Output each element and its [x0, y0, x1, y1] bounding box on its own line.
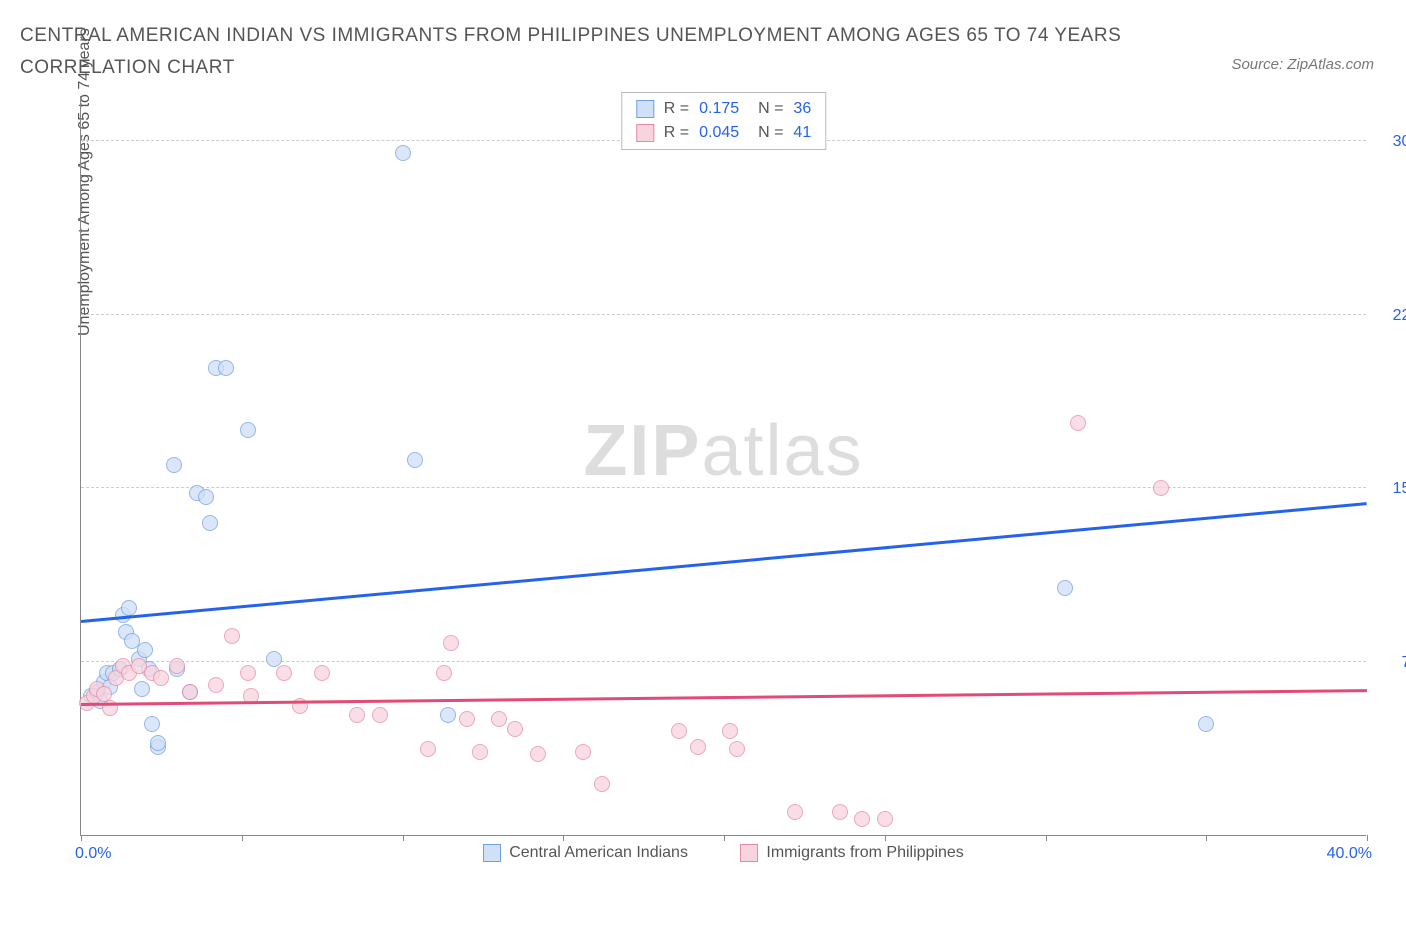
scatter-point: [472, 744, 488, 760]
scatter-point: [144, 716, 160, 732]
x-tick-mark: [885, 835, 886, 841]
stats-n-value-2: 41: [793, 121, 811, 145]
scatter-point: [202, 515, 218, 531]
x-tick-mark: [1367, 835, 1368, 841]
y-tick-label: 7.5%: [1374, 654, 1406, 672]
scatter-point: [690, 739, 706, 755]
scatter-point: [729, 741, 745, 757]
swatch-series-2: [636, 124, 654, 142]
scatter-point: [134, 681, 150, 697]
scatter-point: [395, 145, 411, 161]
x-tick-mark: [1206, 835, 1207, 841]
stats-r-value-1: 0.175: [699, 97, 739, 121]
scatter-point: [137, 642, 153, 658]
scatter-point: [1153, 480, 1169, 496]
scatter-point: [491, 711, 507, 727]
scatter-point: [407, 452, 423, 468]
scatter-point: [575, 744, 591, 760]
plot-region: ZIPatlas R = 0.175 N = 36 R = 0.045 N = …: [80, 96, 1366, 836]
scatter-point: [1198, 716, 1214, 732]
scatter-point: [198, 489, 214, 505]
trend-line: [81, 502, 1367, 622]
scatter-point: [443, 635, 459, 651]
legend-swatch-1: [483, 844, 501, 862]
stats-row-2: R = 0.045 N = 41: [636, 121, 811, 145]
trend-line: [81, 689, 1367, 705]
x-tick-mark: [724, 835, 725, 841]
watermark-bold: ZIP: [583, 411, 701, 491]
scatter-point: [150, 735, 166, 751]
scatter-point: [1057, 580, 1073, 596]
scatter-point: [854, 811, 870, 827]
stats-n-label: N =: [749, 97, 783, 121]
scatter-point: [440, 707, 456, 723]
scatter-point: [436, 665, 452, 681]
gridline: [81, 314, 1366, 315]
scatter-point: [372, 707, 388, 723]
scatter-point: [787, 804, 803, 820]
scatter-point: [208, 677, 224, 693]
stats-n-label: N =: [749, 121, 783, 145]
chart-title: CENTRAL AMERICAN INDIAN VS IMMIGRANTS FR…: [20, 20, 1140, 85]
y-tick-label: 30.0%: [1374, 133, 1406, 151]
scatter-point: [507, 721, 523, 737]
stats-r-label: R =: [664, 97, 689, 121]
legend-swatch-2: [740, 844, 758, 862]
scatter-point: [182, 684, 198, 700]
stats-box: R = 0.175 N = 36 R = 0.045 N = 41: [621, 92, 826, 150]
gridline: [81, 487, 1366, 488]
y-tick-label: 15.0%: [1374, 480, 1406, 498]
y-tick-label: 22.5%: [1374, 307, 1406, 325]
stats-r-value-2: 0.045: [699, 121, 739, 145]
source-attribution: Source: ZipAtlas.com: [1231, 56, 1374, 73]
x-tick-mark: [242, 835, 243, 841]
watermark: ZIPatlas: [583, 410, 863, 492]
scatter-point: [314, 665, 330, 681]
scatter-point: [1070, 415, 1086, 431]
scatter-point: [153, 670, 169, 686]
bottom-legend: Central American Indians Immigrants from…: [81, 844, 1366, 867]
scatter-point: [832, 804, 848, 820]
legend-item-2: Immigrants from Philippines: [740, 844, 963, 862]
scatter-point: [240, 665, 256, 681]
x-tick-mark: [563, 835, 564, 841]
chart-area: Unemployment Among Ages 65 to 74 years Z…: [66, 96, 1378, 866]
scatter-point: [594, 776, 610, 792]
legend-label-1: Central American Indians: [509, 844, 688, 862]
stats-r-label: R =: [664, 121, 689, 145]
scatter-point: [224, 628, 240, 644]
scatter-point: [877, 811, 893, 827]
watermark-light: atlas: [701, 411, 863, 491]
scatter-point: [240, 422, 256, 438]
scatter-point: [276, 665, 292, 681]
x-tick-mark: [81, 835, 82, 841]
stats-n-value-1: 36: [793, 97, 811, 121]
swatch-series-1: [636, 100, 654, 118]
legend-item-1: Central American Indians: [483, 844, 688, 862]
scatter-point: [459, 711, 475, 727]
x-tick-mark: [1046, 835, 1047, 841]
scatter-point: [166, 457, 182, 473]
scatter-point: [722, 723, 738, 739]
scatter-point: [349, 707, 365, 723]
stats-row-1: R = 0.175 N = 36: [636, 97, 811, 121]
scatter-point: [218, 360, 234, 376]
x-tick-label: 40.0%: [1327, 845, 1372, 863]
x-tick-label: 0.0%: [75, 845, 111, 863]
chart-container: CENTRAL AMERICAN INDIAN VS IMMIGRANTS FR…: [0, 0, 1406, 930]
scatter-point: [420, 741, 436, 757]
scatter-point: [671, 723, 687, 739]
x-tick-mark: [403, 835, 404, 841]
scatter-point: [169, 658, 185, 674]
legend-label-2: Immigrants from Philippines: [766, 844, 963, 862]
scatter-point: [530, 746, 546, 762]
